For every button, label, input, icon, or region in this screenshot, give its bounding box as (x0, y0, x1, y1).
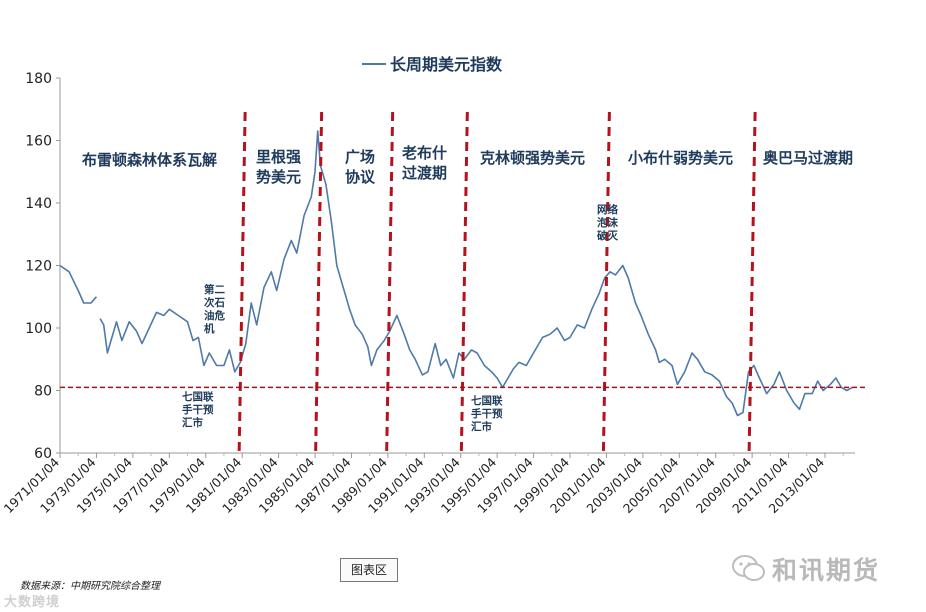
era-label-plaza-line1: 广场 (345, 148, 375, 166)
event-labels: 第二 次石 油危 机 七国联 手干预 汇市 七国联 手干预 汇市 网络 泡沫 破… (182, 203, 618, 433)
chart-area-label[interactable]: 图表区 (340, 558, 398, 582)
era-dividers (237, 111, 757, 454)
event-g7-1995-3: 汇市 (471, 420, 492, 433)
event-oil-crisis-1: 第二 (204, 283, 225, 296)
y-tick-label: 160 (25, 134, 52, 150)
event-oil-crisis-2: 次石 (204, 296, 225, 309)
y-tick-label: 80 (34, 384, 52, 400)
era-label-bretton-woods: 布雷顿森林体系瓦解 (82, 151, 217, 169)
event-g7-1987-1: 七国联 (182, 390, 214, 403)
series-line (99, 130, 853, 417)
chart-legend: 长周期美元指数 (362, 55, 503, 74)
source-note: 数据来源：中期研究院综合整理 (20, 581, 160, 592)
event-g7-1995-2: 手干预 (471, 407, 503, 420)
y-tick-label: 60 (34, 446, 52, 462)
event-dotcom-2: 泡沫 (597, 216, 618, 229)
era-divider (314, 111, 324, 454)
y-tick-label: 100 (25, 321, 52, 337)
era-label-clinton: 克林顿强势美元 (480, 149, 585, 167)
era-labels: 布雷顿森林体系瓦解 里根强 势美元 广场 协议 老布什 过渡期 克林顿强势美元 … (82, 144, 853, 186)
plot-frame (59, 78, 855, 454)
data-lines (59, 130, 853, 417)
y-tick-label: 120 (25, 259, 52, 275)
y-tick-label: 180 (25, 71, 52, 87)
wechat-icon (732, 555, 765, 581)
event-dotcom-3: 破灭 (597, 229, 618, 242)
era-label-obama: 奥巴马过渡期 (763, 149, 853, 167)
era-divider (747, 111, 757, 454)
era-label-bush-sr-line2: 过渡期 (402, 164, 447, 182)
era-label-plaza-line2: 协议 (345, 168, 376, 186)
era-label-reagan-line1: 里根强 (256, 148, 301, 166)
brand-name: 和讯期货 (772, 556, 881, 585)
event-g7-1995-1: 七国联 (471, 394, 503, 407)
watermark: 大数跨境 (4, 595, 61, 610)
era-divider (459, 111, 469, 454)
event-oil-crisis-4: 机 (204, 322, 215, 335)
x-axis: 1971/01/041973/01/041975/01/041977/01/04… (1, 453, 844, 516)
era-divider (237, 111, 247, 454)
event-dotcom-1: 网络 (597, 203, 618, 216)
event-g7-1987-2: 手干预 (182, 403, 214, 416)
brand-mark: 和讯期货 (732, 552, 902, 586)
event-oil-crisis-3: 油危 (204, 309, 225, 322)
event-g7-1987-3: 汇市 (182, 416, 203, 429)
y-tick-label: 140 (25, 196, 52, 212)
y-axis: 60 80 100 120 140 160 180 (25, 71, 60, 462)
era-divider (385, 111, 395, 454)
chart-title: 长周期美元指数 (390, 55, 503, 74)
era-label-bush-jr: 小布什弱势美元 (628, 149, 733, 167)
era-label-bush-sr-line1: 老布什 (401, 144, 447, 162)
series-line (59, 264, 98, 304)
era-divider (601, 111, 611, 454)
era-label-reagan-line2: 势美元 (256, 168, 301, 186)
